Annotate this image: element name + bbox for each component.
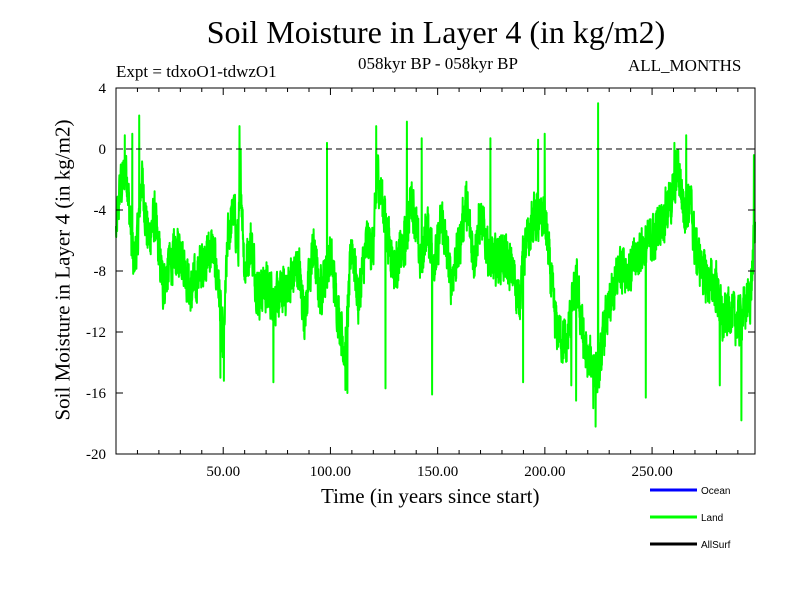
x-tick-label: 100.00 <box>310 464 351 480</box>
legend-label-land: Land <box>701 513 723 524</box>
experiment-label: Expt = tdxoO1-tdwzO1 <box>116 62 277 81</box>
x-tick-label: 250.00 <box>631 464 672 480</box>
series-line-land <box>115 102 756 428</box>
y-tick-label: -20 <box>86 447 106 463</box>
y-tick-label: -16 <box>86 386 106 402</box>
series-layer <box>115 102 756 428</box>
x-axis-label: Time (in years since start) <box>321 484 540 508</box>
x-tick-label: 200.00 <box>524 464 565 480</box>
y-tick-label: -8 <box>94 264 107 280</box>
chart-title: Soil Moisture in Layer 4 (in kg/m2) <box>206 14 666 50</box>
legend-label-ocean: Ocean <box>701 486 730 497</box>
legend-label-allsurf: AllSurf <box>701 540 731 551</box>
x-tick-label: 50.00 <box>206 464 240 480</box>
y-tick-label: -4 <box>94 203 107 219</box>
period-label: 058kyr BP - 058kyr BP <box>358 54 518 73</box>
y-tick-label: -12 <box>86 325 106 341</box>
y-tick-label: 4 <box>99 81 107 97</box>
y-tick-label: 0 <box>99 142 107 158</box>
months-label: ALL_MONTHS <box>628 56 742 75</box>
x-tick-label: 150.00 <box>417 464 458 480</box>
ticks-layer: 4 0 -4 -8 -12 -16 -20 50.00 100.00 150.00 200.00 25… <box>86 81 755 480</box>
legend: Ocean Land AllSurf <box>650 486 731 551</box>
